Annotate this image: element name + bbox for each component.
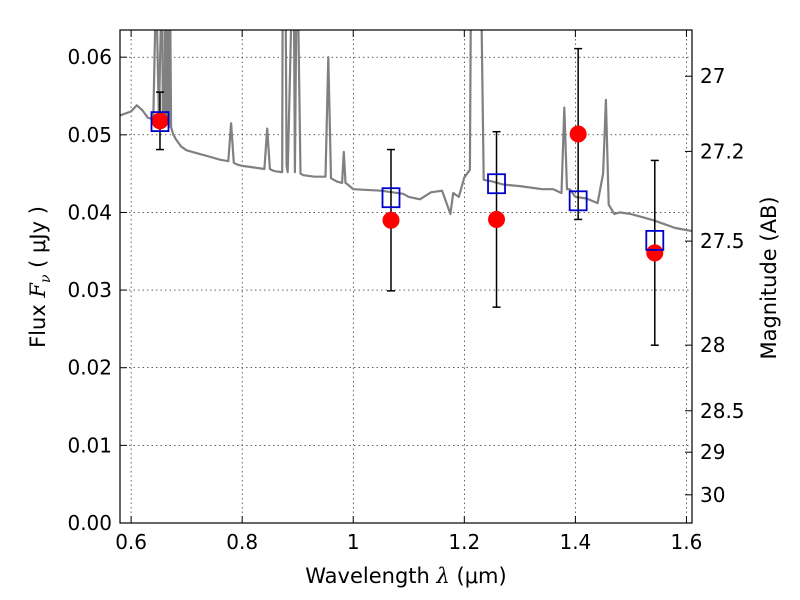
y-tick-label: 0.00: [67, 511, 112, 535]
y-tick-label: 0.01: [67, 433, 112, 457]
x-axis-label: Wavelength λ (μm): [305, 564, 506, 588]
model-point: [487, 173, 506, 195]
y-tick-label: 0.05: [67, 123, 112, 147]
x-tick-label: 0.6: [115, 530, 147, 554]
magnitude-tick-label: 27: [700, 64, 725, 88]
y-tick-label: 0.04: [67, 200, 112, 224]
y-axis-label: Flux Fν ( μJy ): [26, 206, 54, 348]
observed-point: [646, 244, 664, 262]
model-points-layer: [150, 111, 665, 251]
model-point: [150, 111, 170, 133]
plot-frame: [119, 29, 693, 524]
magnitude-tick-label: 27.5: [700, 229, 745, 253]
magnitude-tick-label: 28: [700, 333, 725, 357]
model-point: [381, 187, 401, 209]
magnitude-axis: 27 27.2 27.5 28 28.5 29 30: [685, 64, 745, 507]
x-tick-label: 1.6: [671, 530, 703, 554]
model-point: [568, 190, 588, 212]
magnitude-axis-label: Magnitude (AB): [757, 196, 781, 359]
model-point: [645, 229, 665, 251]
observed-point: [382, 211, 400, 229]
y-axis: 0.00 0.01 0.02 0.03 0.04 0.05 0.06: [67, 45, 127, 535]
y-tick-label: 0.02: [67, 356, 112, 380]
x-tick-label: 1.4: [559, 530, 591, 554]
observed-point: [488, 210, 506, 228]
observed-points-layer: [151, 112, 664, 262]
x-axis: 0.6 0.8 1 1.2 1.4 1.6: [115, 30, 702, 554]
y-tick-label: 0.03: [67, 278, 112, 302]
y-tick-label: 0.06: [67, 45, 112, 69]
magnitude-tick-label: 27.2: [700, 139, 745, 163]
model-sed-layer: [120, 30, 692, 233]
x-tick-label: 1: [347, 530, 360, 554]
model-sed-line: [120, 30, 692, 233]
observed-point: [151, 112, 169, 130]
x-tick-label: 1.2: [448, 530, 480, 554]
plot-background: [120, 30, 692, 523]
magnitude-tick-label: 29: [700, 440, 725, 464]
magnitude-tick-label: 30: [700, 483, 725, 507]
observed-point: [569, 125, 587, 143]
magnitude-tick-label: 28.5: [700, 399, 745, 423]
x-tick-label: 0.8: [226, 530, 258, 554]
